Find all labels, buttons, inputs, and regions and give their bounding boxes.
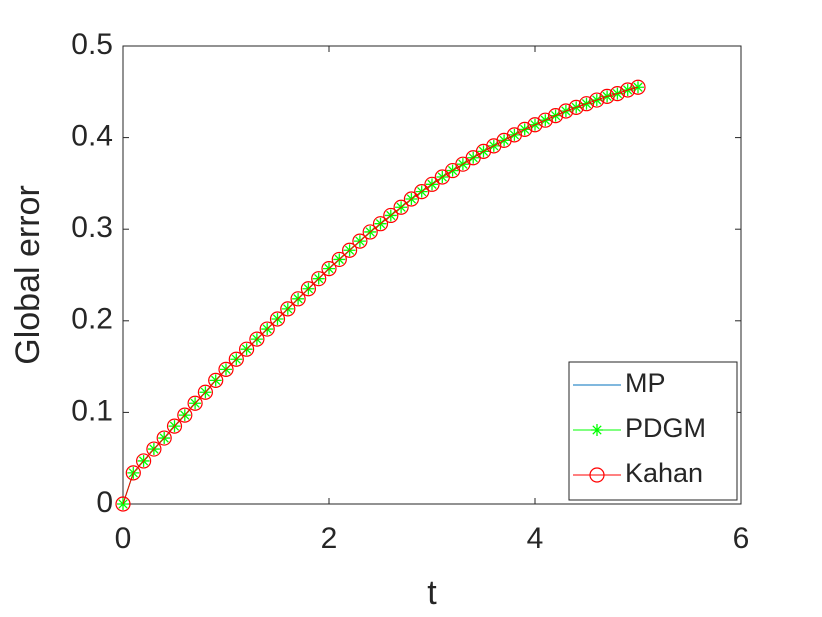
y-tick-label: 0 [96,486,113,519]
asterisk-marker [591,424,603,436]
y-tick-label: 0.4 [71,120,113,153]
circle-marker [558,103,574,119]
x-tick-label: 2 [321,522,338,555]
circle-marker [280,301,296,317]
x-tick-label: 0 [115,522,132,555]
circle-marker [568,99,584,115]
legend: MP PDGM Kahan [568,361,738,501]
circle-marker [259,321,275,337]
circle-marker [547,108,564,124]
circle-marker [589,92,605,108]
circle-marker [208,372,224,388]
circle-marker [362,224,378,240]
circle-marker [393,199,409,215]
circle-marker [300,281,316,297]
y-tick-label: 0.5 [71,28,113,61]
circle-marker [537,112,553,128]
circle-marker [311,271,327,287]
circle-marker [239,341,255,357]
circle-marker [136,453,152,469]
circle-marker [269,311,286,327]
circle-marker [321,260,337,277]
circle-marker [166,418,183,434]
circle-marker [197,384,213,400]
circle-marker [290,291,306,307]
circle-marker [599,88,615,104]
x-axis-label: t [427,574,437,612]
circle-marker [249,331,265,347]
y-tick-label: 0.3 [71,211,113,244]
circle-marker [372,216,389,232]
circle-marker [187,395,203,411]
circle-marker [177,407,193,423]
circle-marker [506,127,523,143]
y-axis-label: Global error [9,185,47,365]
circle-marker [609,86,626,102]
circle-marker [630,79,646,95]
circle-marker [403,191,419,207]
circle-marker [156,430,172,446]
y-tick-label: 0.2 [71,303,113,336]
circle-marker [414,184,430,200]
circle-marker [383,207,399,224]
y-tick-label: 0.1 [71,394,113,427]
circle-marker [342,242,358,258]
circle-marker [486,138,502,154]
circle-marker [218,361,234,377]
x-tick-label: 4 [527,522,544,555]
circle-marker [331,251,347,268]
circle-marker [527,117,543,133]
circle-marker [589,467,605,483]
circle-marker [228,351,244,367]
circle-marker [424,176,440,192]
circle-marker [146,441,162,457]
circle-marker [125,465,141,481]
circle-marker [352,233,368,249]
circle-marker [517,121,533,137]
circle-marker [578,96,595,112]
x-tick-label: 6 [733,522,750,555]
legend-label: PDGM [625,413,706,443]
circle-marker [496,132,512,148]
circle-marker [115,496,131,512]
circle-marker [475,143,492,159]
legend-label: MP [625,368,666,398]
circle-marker [620,82,636,98]
legend-label: Kahan [625,458,703,488]
